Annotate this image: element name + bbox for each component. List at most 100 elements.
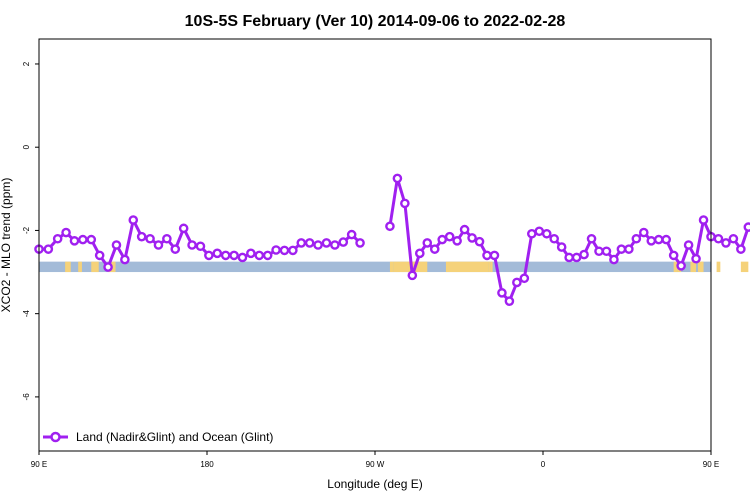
data-point	[212, 248, 223, 259]
land-segment	[445, 261, 489, 273]
data-point	[52, 233, 63, 244]
data-point	[61, 227, 71, 238]
data-point	[467, 233, 477, 243]
land-segment	[673, 261, 678, 273]
land-segment	[389, 261, 394, 273]
data-point	[187, 240, 197, 250]
y-tick-label: -6	[22, 393, 31, 401]
x-tick-label: 90 W	[366, 460, 385, 469]
data-point	[237, 252, 248, 263]
data-point	[504, 296, 515, 306]
land-segment	[690, 261, 697, 273]
data-point	[601, 246, 612, 257]
data-point	[556, 242, 567, 252]
data-point	[653, 234, 664, 245]
x-tick-label: 90 E	[703, 460, 719, 469]
land-segment	[740, 261, 749, 273]
data-point	[534, 226, 545, 237]
data-point	[444, 231, 455, 242]
data-point	[691, 253, 701, 264]
data-point	[43, 244, 54, 254]
data-point	[195, 241, 206, 252]
data-point	[482, 250, 492, 261]
data-point	[541, 228, 552, 239]
land-segment	[488, 261, 491, 273]
plot-frame	[38, 38, 712, 452]
data-point	[313, 240, 323, 250]
data-point	[728, 233, 739, 244]
x-tick-label: 90 E	[31, 460, 47, 469]
legend: Land (Nadir&Glint) and Ocean (Glint)	[43, 430, 273, 444]
data-point	[262, 250, 273, 261]
data-point	[178, 223, 189, 234]
data-point	[631, 233, 642, 244]
data-point	[246, 248, 256, 259]
y-axis-label: XCO2 - MLO trend (ppm)	[0, 178, 13, 313]
data-point	[713, 233, 724, 244]
data-point	[407, 270, 418, 281]
data-point	[497, 288, 507, 298]
data-point	[564, 252, 574, 263]
data-point	[296, 238, 307, 248]
data-point	[646, 236, 657, 246]
data-point	[392, 173, 403, 184]
data-point	[254, 250, 265, 261]
data-point	[616, 244, 627, 254]
x-axis-label: Longitude (deg E)	[327, 477, 422, 491]
data-point	[676, 261, 686, 271]
ocean-band	[39, 261, 711, 273]
data-point	[437, 234, 448, 245]
data-point	[414, 248, 425, 259]
data-point	[153, 240, 164, 250]
land-segment	[490, 261, 493, 273]
data-point	[698, 215, 709, 225]
data-point	[512, 277, 522, 288]
data-point	[279, 245, 290, 256]
chart-title: 10S-5S February (Ver 10) 2014-09-06 to 2…	[185, 13, 566, 30]
data-point	[609, 254, 619, 265]
y-tick-label: 0	[22, 144, 31, 149]
data-point	[170, 244, 181, 254]
data-point	[330, 240, 340, 250]
data-point	[128, 215, 139, 225]
data-point	[69, 236, 80, 246]
data-point	[385, 221, 395, 232]
y-tick-label: -4	[22, 310, 31, 318]
data-point	[683, 240, 694, 250]
data-point	[94, 250, 105, 261]
data-point	[668, 250, 679, 261]
data-point	[103, 262, 113, 272]
data-point	[204, 250, 214, 261]
land-segment	[697, 261, 704, 273]
x-tick-label: 0	[541, 460, 546, 469]
data-point	[111, 240, 122, 250]
data-point	[355, 238, 365, 248]
data-point	[321, 238, 332, 248]
data-point	[736, 244, 746, 254]
data-point	[229, 250, 239, 261]
data-point	[400, 198, 410, 209]
y-axis: 2 0 -2 -4 -6	[22, 61, 39, 400]
land-mask-band	[39, 261, 749, 273]
legend-label: Land (Nadir&Glint) and Ocean (Glint)	[76, 430, 273, 444]
land-segment	[91, 261, 99, 273]
x-axis: 90 E 180 90 W 0 90 E	[31, 451, 719, 469]
data-point	[271, 245, 281, 255]
data-point	[162, 233, 172, 244]
data-point	[549, 233, 560, 244]
data-point	[429, 244, 440, 254]
data-point	[527, 228, 537, 239]
data-point	[519, 273, 530, 284]
x-tick-label: 180	[200, 460, 214, 469]
data-point	[304, 238, 315, 248]
data-point	[743, 222, 750, 232]
data-point	[474, 236, 485, 247]
legend-marker	[50, 431, 61, 443]
series-group	[34, 173, 750, 306]
data-point	[422, 238, 433, 248]
data-point	[594, 246, 604, 257]
data-point	[145, 233, 155, 244]
data-point	[86, 234, 97, 245]
data-point	[78, 234, 88, 245]
